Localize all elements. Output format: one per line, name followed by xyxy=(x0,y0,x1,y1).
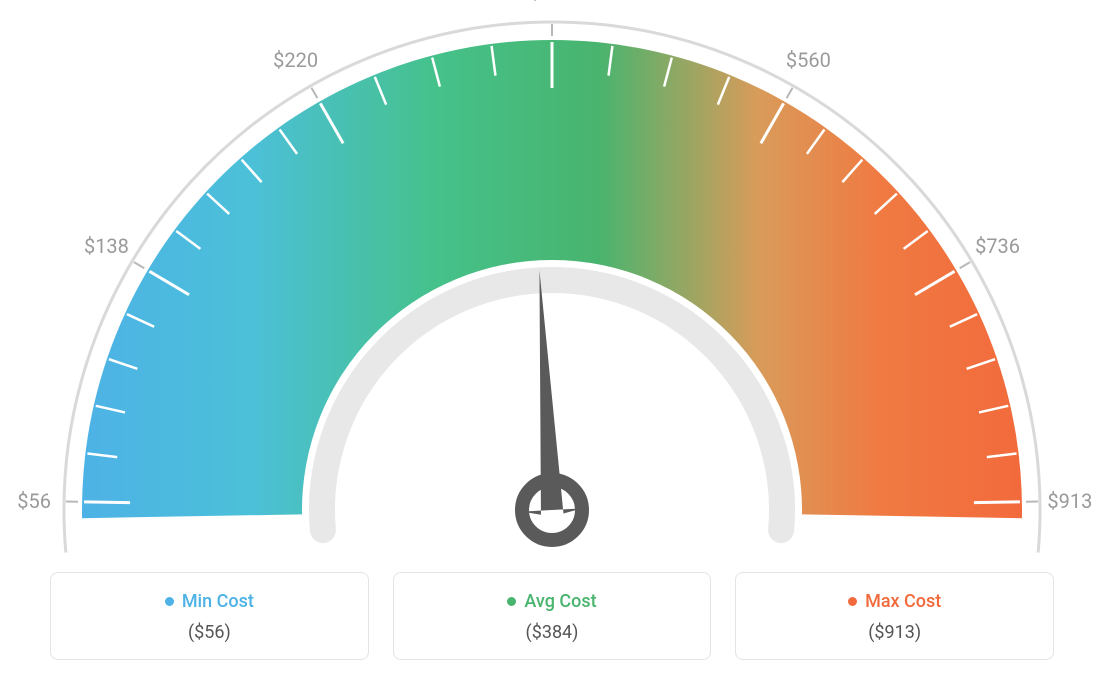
gauge-tick-label: $220 xyxy=(273,48,318,72)
dot-icon xyxy=(848,597,857,606)
cost-gauge-widget: $56 $138 $220 $384 $560 $736 $913 Min Cost ($5… xyxy=(0,0,1104,690)
gauge-chart xyxy=(0,0,1104,560)
dot-icon xyxy=(165,597,174,606)
dot-icon xyxy=(507,597,516,606)
legend-title-text: Avg Cost xyxy=(524,591,596,612)
legend-value-min: ($56) xyxy=(61,622,358,643)
legend-title-text: Min Cost xyxy=(182,591,254,612)
legend-card-max: Max Cost ($913) xyxy=(735,572,1054,660)
legend-title-min: Min Cost xyxy=(165,591,254,612)
legend-card-avg: Avg Cost ($384) xyxy=(393,572,712,660)
legend-title-max: Max Cost xyxy=(848,591,941,612)
legend-value-avg: ($384) xyxy=(404,622,701,643)
gauge-tick-label: $138 xyxy=(84,234,129,258)
gauge-tick-label: $384 xyxy=(530,0,575,4)
gauge-tick-label: $56 xyxy=(17,489,51,513)
legend-card-min: Min Cost ($56) xyxy=(50,572,369,660)
legend-row: Min Cost ($56) Avg Cost ($384) Max Cost … xyxy=(50,572,1054,660)
legend-title-text: Max Cost xyxy=(865,591,941,612)
legend-value-max: ($913) xyxy=(746,622,1043,643)
gauge-tick-label: $913 xyxy=(1047,489,1092,513)
legend-title-avg: Avg Cost xyxy=(507,591,596,612)
gauge-tick-label: $736 xyxy=(975,234,1020,258)
gauge-tick-label: $560 xyxy=(786,48,831,72)
